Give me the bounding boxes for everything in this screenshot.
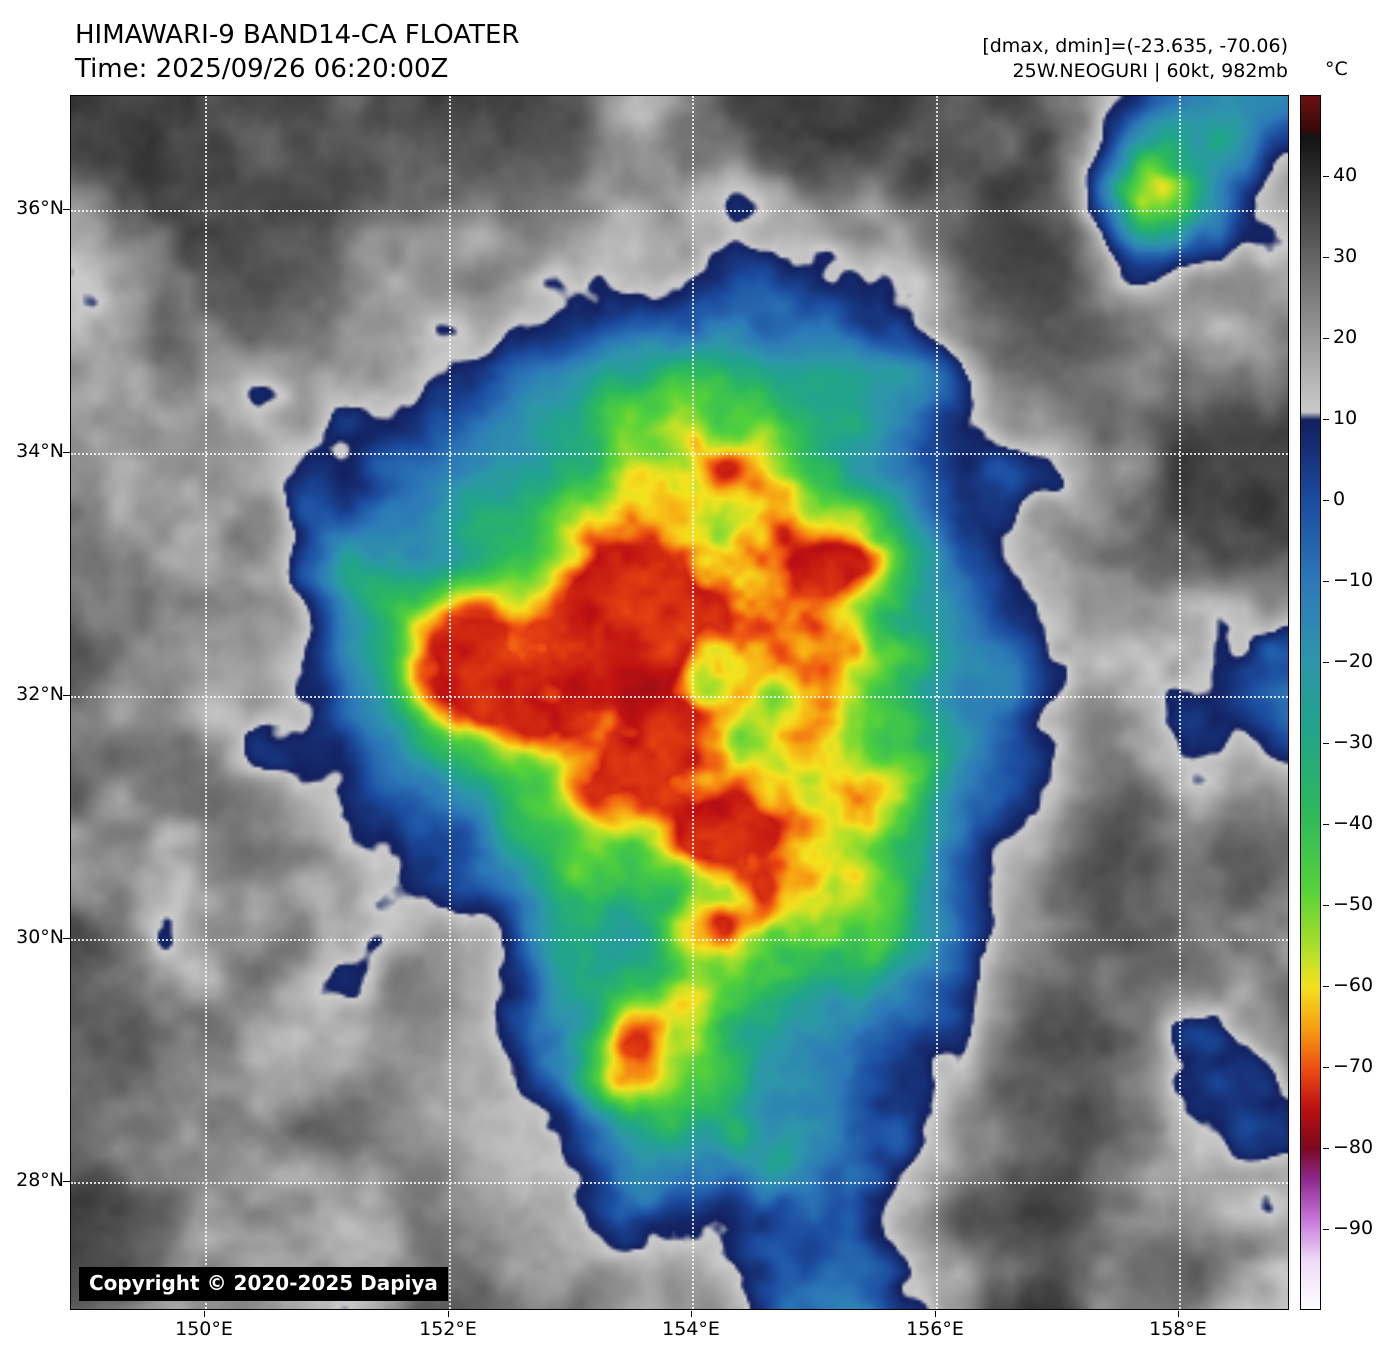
lat-label: 36°N	[16, 197, 64, 219]
colorbar-tick	[1323, 581, 1329, 582]
lat-label: 28°N	[16, 1169, 64, 1191]
lon-tick	[691, 1311, 692, 1317]
latitude-gridline	[71, 210, 1288, 212]
colorbar-tick-label: −30	[1333, 731, 1374, 753]
lat-label: 32°N	[16, 683, 64, 705]
colorbar-tick	[1323, 1148, 1329, 1149]
colorbar-tick-label: −20	[1333, 650, 1374, 672]
colorbar-tick-label: −50	[1333, 893, 1374, 915]
lon-tick	[935, 1311, 936, 1317]
colorbar-tick-label: −10	[1333, 569, 1374, 591]
colorbar-tick	[1323, 257, 1329, 258]
lat-label: 34°N	[16, 440, 64, 462]
colorbar-tick	[1323, 1229, 1329, 1230]
colorbar-tick	[1323, 986, 1329, 987]
colorbar-tick-label: 30	[1333, 245, 1358, 267]
lat-tick	[63, 1181, 70, 1182]
latitude-gridline	[71, 939, 1288, 941]
latitude-gridline	[71, 1182, 1288, 1184]
lat-tick	[63, 938, 70, 939]
colorbar-tick-label: −60	[1333, 974, 1374, 996]
longitude-gridline	[1179, 96, 1181, 1309]
colorbar-tick	[1323, 338, 1329, 339]
satellite-map-plot: Copyright © 2020-2025 Dapiya	[70, 95, 1289, 1310]
lat-tick	[63, 695, 70, 696]
lon-label: 152°E	[419, 1318, 477, 1340]
colorbar	[1300, 95, 1321, 1310]
colorbar-tick	[1323, 176, 1329, 177]
colorbar-tick	[1323, 419, 1329, 420]
colorbar-tick-label: −40	[1333, 812, 1374, 834]
longitude-gridline	[692, 96, 694, 1309]
colorbar-tick-label: 20	[1333, 326, 1358, 348]
latitude-gridline	[71, 696, 1288, 698]
colorbar-tick-label: 40	[1333, 164, 1358, 186]
colorbar-tick	[1323, 743, 1329, 744]
colorbar-tick-label: −80	[1333, 1136, 1374, 1158]
longitude-gridline	[936, 96, 938, 1309]
longitude-gridline	[449, 96, 451, 1309]
lat-label: 30°N	[16, 926, 64, 948]
annotation-block: [dmax, dmin]=(-23.635, -70.06) 25W.NEOGU…	[982, 34, 1288, 84]
lon-label: 154°E	[662, 1318, 720, 1340]
data-range-label: [dmax, dmin]=(-23.635, -70.06)	[982, 35, 1288, 57]
lon-tick	[1178, 1311, 1179, 1317]
colorbar-tick	[1323, 824, 1329, 825]
lon-label: 156°E	[906, 1318, 964, 1340]
colorbar-tick-label: −70	[1333, 1055, 1374, 1077]
colorbar-tick-label: −90	[1333, 1217, 1374, 1239]
lon-tick	[204, 1311, 205, 1317]
colorbar-tick-label: 10	[1333, 407, 1358, 429]
satellite-image	[71, 96, 1288, 1309]
lat-tick	[63, 209, 70, 210]
colorbar-tick	[1323, 905, 1329, 906]
colorbar-tick	[1323, 500, 1329, 501]
colorbar-gradient	[1301, 96, 1320, 1309]
page-title: HIMAWARI-9 BAND14-CA FLOATER	[75, 20, 520, 50]
title-block: HIMAWARI-9 BAND14-CA FLOATER Time: 2025/…	[75, 18, 519, 86]
colorbar-tick	[1323, 662, 1329, 663]
colorbar-unit-label: °C	[1325, 58, 1348, 80]
lon-tick	[448, 1311, 449, 1317]
storm-info-label: 25W.NEOGURI | 60kt, 982mb	[1012, 60, 1288, 82]
lat-tick	[63, 452, 70, 453]
copyright-badge: Copyright © 2020-2025 Dapiya	[79, 1267, 448, 1301]
latitude-gridline	[71, 453, 1288, 455]
lon-label: 150°E	[175, 1318, 233, 1340]
longitude-gridline	[205, 96, 207, 1309]
time-label: Time: 2025/09/26 06:20:00Z	[75, 54, 449, 84]
colorbar-tick	[1323, 1067, 1329, 1068]
lon-label: 158°E	[1149, 1318, 1207, 1340]
colorbar-tick-label: 0	[1333, 488, 1346, 510]
